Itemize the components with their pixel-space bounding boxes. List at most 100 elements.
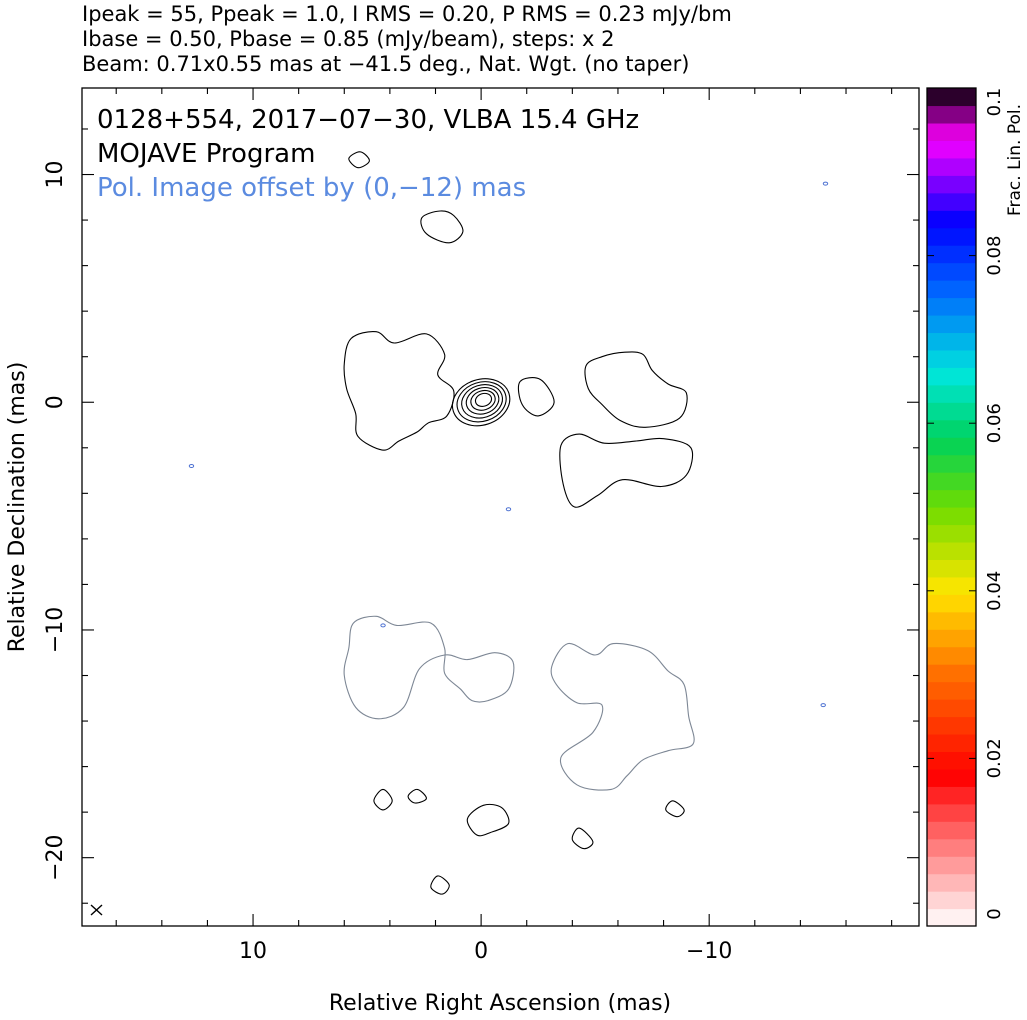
colorbar-segment xyxy=(927,105,976,124)
colorbar-tick-label: 0.08 xyxy=(984,236,1005,276)
ti-contour-jet-knot xyxy=(517,377,555,417)
colorbar-segment xyxy=(927,419,976,438)
colorbar-segment xyxy=(927,262,976,281)
ti-contour-blob-2 xyxy=(407,788,427,804)
x-axis-label: Relative Right Ascension (mas) xyxy=(329,991,671,1016)
y-tick-label: 0 xyxy=(43,395,68,409)
colorbar-segment xyxy=(927,838,976,857)
colorbar-segment xyxy=(927,751,976,770)
colorbar-segment xyxy=(927,402,976,421)
pol-contour-pol-east xyxy=(343,615,515,720)
colorbar-segment xyxy=(927,681,976,700)
colorbar-segment xyxy=(927,768,976,787)
colorbar-segment xyxy=(927,227,976,246)
colorbar-segment xyxy=(927,245,976,264)
colorbar-segment xyxy=(927,559,976,578)
y-tick-label: 10 xyxy=(43,161,68,189)
colorbar-segment xyxy=(927,175,976,194)
colorbar-segment xyxy=(927,314,976,334)
ti-contour-northern-patch xyxy=(420,210,464,244)
header-line-base-levels: Ibase = 0.50, Pbase = 0.85 (mJy/beam), s… xyxy=(82,27,615,51)
ti-contour-west-lobe-south xyxy=(559,433,694,508)
colorbar-label: Frac. Lin. Pol. xyxy=(1005,104,1025,216)
colorbar-segment xyxy=(927,541,976,560)
colorbar-segment xyxy=(927,646,976,665)
ti-contour-west-lobe-north xyxy=(584,351,688,428)
plot-border xyxy=(81,87,920,927)
colorbar-tick-label: 0.06 xyxy=(984,403,1005,443)
colorbar-tick-label: 0.02 xyxy=(984,738,1005,778)
x-tick-label: 10 xyxy=(239,939,267,964)
polarization-contours xyxy=(188,181,829,791)
ti-contour-blob-5 xyxy=(430,875,450,895)
colorbar-segment xyxy=(927,157,976,176)
axis-ticks: 10 0 −10 10 0 −10 −20 xyxy=(43,88,919,964)
colorbar-segment xyxy=(927,454,976,473)
colorbar-segment xyxy=(927,210,976,229)
colorbar-segment xyxy=(927,367,976,386)
colorbar-segment xyxy=(927,472,976,491)
pol-spot-4 xyxy=(380,623,386,628)
ti-contour-blob-6 xyxy=(348,151,370,169)
colorbar-segment xyxy=(927,594,976,613)
plot-frame xyxy=(81,87,920,927)
colorbar-segment xyxy=(927,786,976,805)
colorbar-segment xyxy=(927,88,976,107)
pol-spot-0 xyxy=(188,464,195,469)
colorbar-segment xyxy=(927,716,976,735)
ti-contour-blob-1 xyxy=(373,788,393,811)
colorbar-segment xyxy=(927,856,976,875)
colorbar-segment xyxy=(927,576,976,595)
colorbar-segment xyxy=(927,297,976,316)
colorbar-segment xyxy=(927,611,976,630)
colorbar-segment xyxy=(927,280,976,299)
colorbar-segment xyxy=(927,507,976,526)
y-tick-label: −20 xyxy=(43,834,68,880)
ti-contour-southern-patch xyxy=(466,803,510,837)
colorbar-segment xyxy=(927,349,976,368)
core-contour-5 xyxy=(474,392,493,407)
y-axis-label: Relative Declination (mas) xyxy=(5,362,30,653)
colorbar-border xyxy=(926,87,977,927)
total-intensity-contours xyxy=(343,151,694,895)
chart-title: 0128+554, 2017−07−30, VLBA 15.4 GHz xyxy=(97,105,639,135)
colorbar-segment xyxy=(927,891,976,910)
ti-contour-east-lobe xyxy=(343,330,455,451)
core-contour-0 xyxy=(451,378,511,427)
colorbar-segment xyxy=(927,332,976,351)
pol-spot-1 xyxy=(505,507,512,512)
colorbar-segment xyxy=(927,192,976,211)
colorbar-segment xyxy=(927,122,976,141)
pol-offset-note: Pol. Image offset by (0,−12) mas xyxy=(97,173,526,203)
core-contours xyxy=(451,378,511,427)
y-tick-label: −10 xyxy=(43,607,68,653)
core-contour-1 xyxy=(456,381,507,423)
colorbar-segment xyxy=(927,437,976,456)
colorbar-segment xyxy=(927,733,976,753)
core-contour-3 xyxy=(465,386,500,415)
colorbar-segment xyxy=(927,489,976,508)
colorbar-tick-label: 0.1 xyxy=(984,88,1005,117)
chart-subtitle: MOJAVE Program xyxy=(97,139,315,169)
header-line-peak-rms: Ipeak = 55, Ppeak = 1.0, I RMS = 0.20, P… xyxy=(82,2,732,26)
beam-marker xyxy=(90,904,103,916)
colorbar-segment xyxy=(927,803,976,822)
colorbar-segment xyxy=(927,524,976,543)
pol-contour-pol-west xyxy=(550,642,695,791)
colorbar-segment xyxy=(927,664,976,683)
colorbar-segment xyxy=(927,821,976,840)
colorbar-segment xyxy=(927,699,976,718)
colorbar-segment xyxy=(927,384,976,403)
header-line-beam: Beam: 0.71x0.55 mas at −41.5 deg., Nat. … xyxy=(82,52,690,76)
colorbar-segment xyxy=(927,629,976,648)
ti-contour-blob-4 xyxy=(665,800,685,818)
colorbar-tick-label: 0.04 xyxy=(984,571,1005,611)
x-tick-label: 0 xyxy=(474,939,488,964)
colorbar: 0 0.02 0.04 0.06 0.08 0.1 xyxy=(926,87,1005,927)
colorbar-segment xyxy=(927,908,976,927)
colorbar-segment xyxy=(927,873,976,892)
colorbar-segment xyxy=(927,140,976,159)
core-contour-2 xyxy=(461,384,504,419)
pol-spot-2 xyxy=(820,703,826,708)
x-tick-label: −10 xyxy=(686,939,732,964)
